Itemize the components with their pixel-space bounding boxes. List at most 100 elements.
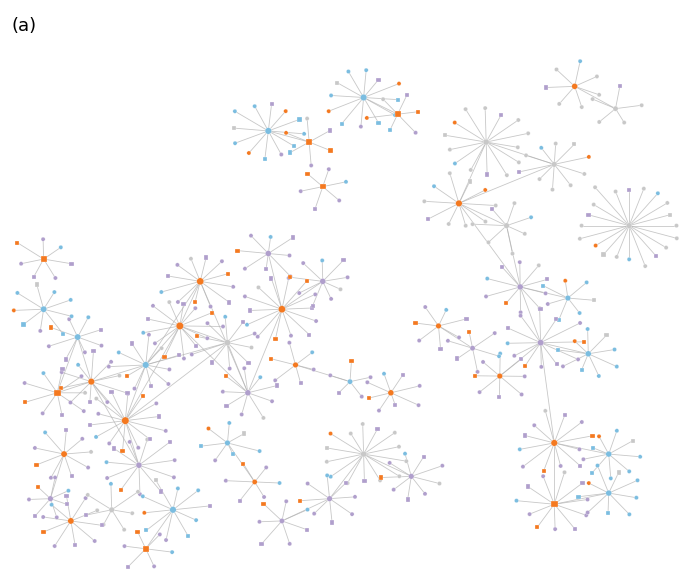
- Point: [209, 456, 220, 465]
- Point: [444, 168, 456, 178]
- Point: [216, 257, 228, 266]
- Point: [55, 243, 66, 252]
- Point: [501, 170, 512, 180]
- Point: [592, 72, 603, 81]
- Point: [15, 259, 27, 269]
- Point: [515, 355, 526, 364]
- Point: [65, 516, 76, 525]
- Point: [460, 221, 471, 230]
- Point: [603, 508, 614, 518]
- Point: [461, 314, 472, 324]
- Point: [132, 487, 144, 497]
- Point: [394, 472, 405, 481]
- Point: [140, 544, 151, 553]
- Point: [239, 292, 251, 301]
- Point: [117, 446, 128, 456]
- Point: [284, 273, 295, 282]
- Point: [23, 495, 34, 504]
- Point: [538, 281, 549, 290]
- Point: [440, 305, 452, 315]
- Point: [169, 456, 180, 465]
- Point: [374, 476, 386, 485]
- Point: [480, 104, 491, 113]
- Point: [435, 344, 446, 353]
- Point: [410, 128, 421, 137]
- Point: [103, 362, 114, 371]
- Point: [482, 274, 493, 283]
- Point: [236, 410, 247, 419]
- Point: [38, 254, 49, 264]
- Point: [85, 420, 96, 429]
- Point: [186, 254, 197, 263]
- Point: [126, 339, 137, 348]
- Point: [150, 476, 161, 485]
- Point: [419, 302, 430, 312]
- Point: [101, 457, 112, 467]
- Point: [139, 508, 150, 518]
- Point: [311, 316, 322, 326]
- Point: [193, 486, 204, 495]
- Point: [449, 159, 461, 168]
- Point: [85, 377, 97, 386]
- Point: [384, 458, 395, 467]
- Point: [560, 276, 571, 285]
- Point: [38, 369, 49, 378]
- Point: [594, 118, 605, 127]
- Point: [138, 328, 149, 338]
- Point: [589, 295, 600, 305]
- Point: [80, 511, 92, 520]
- Point: [217, 387, 228, 397]
- Point: [156, 343, 167, 353]
- Point: [536, 362, 547, 371]
- Point: [357, 419, 368, 429]
- Point: [280, 106, 291, 116]
- Point: [321, 457, 332, 466]
- Point: [224, 418, 235, 428]
- Point: [298, 129, 309, 139]
- Point: [598, 250, 609, 259]
- Point: [88, 346, 99, 356]
- Point: [463, 327, 475, 336]
- Point: [540, 406, 551, 415]
- Point: [342, 273, 354, 282]
- Point: [31, 460, 42, 470]
- Point: [66, 312, 77, 321]
- Point: [650, 252, 662, 261]
- Point: [587, 94, 598, 104]
- Point: [562, 294, 573, 303]
- Point: [519, 362, 531, 371]
- Point: [228, 282, 239, 291]
- Point: [286, 331, 297, 340]
- Point: [295, 378, 306, 388]
- Point: [342, 479, 354, 488]
- Point: [356, 392, 368, 401]
- Point: [93, 409, 104, 418]
- Point: [308, 365, 319, 374]
- Point: [239, 429, 250, 438]
- Point: [594, 432, 605, 441]
- Point: [379, 369, 390, 378]
- Point: [284, 539, 295, 549]
- Point: [619, 118, 630, 127]
- Point: [522, 129, 533, 138]
- Point: [324, 494, 335, 503]
- Point: [260, 264, 272, 274]
- Point: [325, 472, 336, 481]
- Point: [594, 90, 605, 99]
- Point: [517, 462, 528, 472]
- Point: [137, 391, 148, 401]
- Point: [108, 444, 120, 453]
- Point: [522, 482, 533, 491]
- Point: [472, 367, 483, 377]
- Point: [195, 442, 206, 451]
- Point: [334, 196, 345, 205]
- Point: [284, 338, 295, 347]
- Point: [388, 485, 399, 494]
- Point: [532, 522, 543, 532]
- Point: [190, 341, 202, 350]
- Point: [202, 333, 213, 343]
- Point: [325, 429, 336, 438]
- Point: [343, 67, 354, 76]
- Point: [583, 152, 594, 161]
- Point: [360, 66, 372, 75]
